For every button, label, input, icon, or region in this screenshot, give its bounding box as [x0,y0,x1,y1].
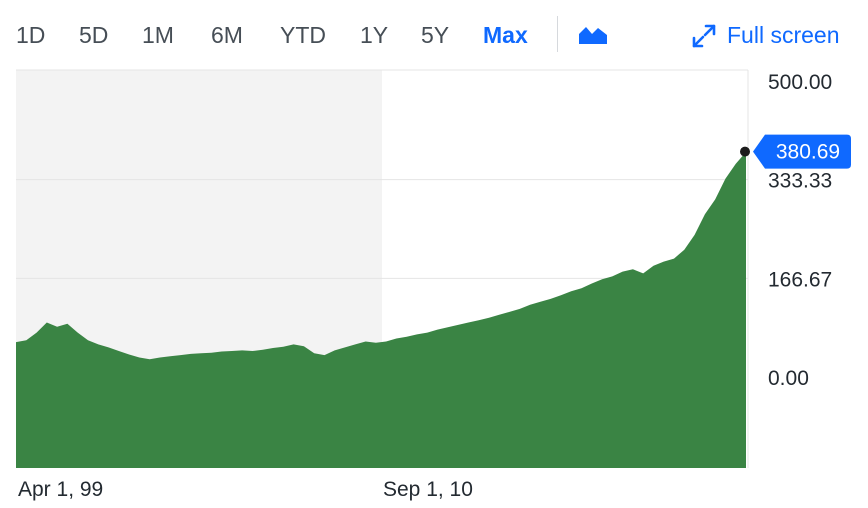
current-price-badge: 380.69 [753,134,851,169]
expand-arrows-icon [692,24,716,48]
range-5d-button[interactable]: 5D [79,22,109,48]
fullscreen-label: Full screen [727,22,840,48]
mountain-chart-icon [579,27,607,44]
range-1y-button[interactable]: 1Y [360,22,389,48]
range-ytd-button[interactable]: YTD [280,22,326,48]
y-tick-label: 166.67 [768,268,832,291]
y-tick-label: 500.00 [768,71,832,94]
range-6m-button[interactable]: 6M [211,22,243,48]
y-tick-label: 333.33 [768,170,832,193]
current-price-label: 380.69 [776,141,840,164]
current-price-dot [740,146,750,157]
range-1d-button[interactable]: 1D [16,22,46,48]
price-area-series [16,152,746,468]
x-tick-label: Apr 1, 99 [18,478,103,501]
range-5y-button[interactable]: 5Y [421,22,450,48]
x-tick-label: Sep 1, 10 [383,478,473,501]
range-max-button[interactable]: Max [483,22,528,48]
chart-type-button[interactable] [576,22,610,48]
price-badge-shape [753,134,851,169]
range-1m-button[interactable]: 1M [142,22,174,48]
y-tick-label: 0.00 [768,367,809,390]
chart-toolbar: 1D 5D 1M 6M YTD 1Y 5Y Max Full screen [0,0,868,64]
toolbar-divider [557,16,558,52]
